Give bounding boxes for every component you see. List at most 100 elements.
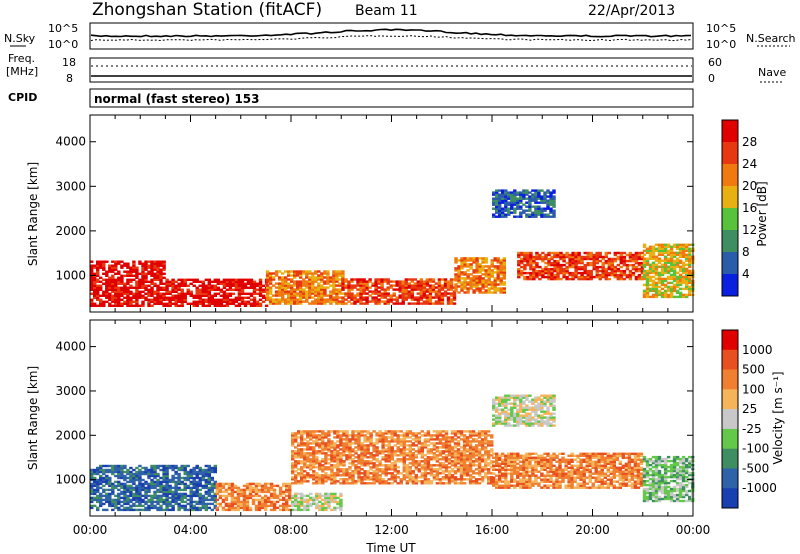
heatmap-cell bbox=[519, 193, 523, 196]
heatmap-cell bbox=[384, 444, 388, 447]
heatmap-cell bbox=[138, 508, 142, 512]
heatmap-cell bbox=[183, 278, 187, 282]
heatmap-cell bbox=[96, 268, 100, 271]
heatmap-cell bbox=[378, 460, 382, 463]
heatmap-cell bbox=[450, 468, 455, 471]
heatmap-cell bbox=[540, 213, 544, 216]
heatmap-cell bbox=[96, 496, 100, 500]
heatmap-cell bbox=[550, 257, 554, 261]
heatmap-cell bbox=[90, 492, 94, 496]
heatmap-cell bbox=[525, 197, 529, 200]
heatmap-cell bbox=[242, 492, 247, 496]
heatmap-cell bbox=[372, 446, 376, 449]
heatmap-cell bbox=[171, 476, 175, 480]
heatmap-cell bbox=[444, 440, 449, 443]
heatmap-cell bbox=[478, 275, 482, 278]
heatmap-cell bbox=[669, 267, 674, 271]
heatmap-cell bbox=[351, 464, 355, 467]
heatmap-cell bbox=[237, 296, 242, 300]
heatmap-cell bbox=[595, 261, 599, 265]
heatmap-cell bbox=[324, 446, 328, 449]
heatmap-cell bbox=[258, 302, 263, 306]
heatmap-cell bbox=[381, 464, 385, 467]
heatmap-cell bbox=[248, 508, 253, 512]
heatmap-cell bbox=[559, 257, 563, 261]
heatmap-cell bbox=[463, 283, 467, 286]
heatmap-cell bbox=[291, 500, 295, 504]
heatmap-cell bbox=[688, 249, 692, 253]
heatmap-cell bbox=[359, 288, 363, 291]
heatmap-cell bbox=[177, 494, 181, 498]
heatmap-cell bbox=[645, 263, 650, 267]
heatmap-cell bbox=[129, 292, 133, 296]
heatmap-cell bbox=[678, 253, 683, 257]
heatmap-cell bbox=[297, 482, 301, 485]
heatmap-cell bbox=[392, 302, 396, 305]
heatmap-cell bbox=[342, 444, 346, 447]
heatmap-cell bbox=[501, 193, 505, 196]
heatmap-cell bbox=[460, 259, 464, 262]
heatmap-cell bbox=[396, 458, 400, 461]
heatmap-cell bbox=[281, 280, 285, 283]
heatmap-cell bbox=[213, 500, 218, 504]
heatmap-cell bbox=[102, 272, 106, 276]
heatmap-cell bbox=[141, 486, 145, 490]
heatmap-cell bbox=[198, 280, 202, 284]
heatmap-cell bbox=[117, 470, 121, 474]
heatmap-cell bbox=[449, 302, 454, 305]
heatmap-cell bbox=[354, 434, 358, 437]
heatmap-cell bbox=[472, 291, 476, 294]
heatmap-cell bbox=[153, 276, 157, 280]
heatmap-cell bbox=[592, 267, 596, 271]
heatmap-cell bbox=[138, 478, 142, 482]
heatmap-cell bbox=[547, 269, 551, 273]
heatmap-cell bbox=[162, 294, 166, 298]
heatmap-cell bbox=[369, 466, 373, 469]
heatmap-cell bbox=[562, 275, 566, 279]
heatmap-cell bbox=[441, 466, 446, 469]
heatmap-cell bbox=[291, 466, 295, 469]
heatmap-cell bbox=[96, 280, 100, 284]
heatmap-cell bbox=[129, 266, 133, 269]
heatmap-cell bbox=[324, 456, 328, 459]
heatmap-cell bbox=[598, 251, 602, 255]
heatmap-cell bbox=[640, 261, 645, 265]
heatmap-cell bbox=[493, 287, 497, 290]
heatmap-cell bbox=[285, 500, 289, 504]
heatmap-cell bbox=[490, 275, 494, 278]
heatmap-cell bbox=[685, 287, 689, 291]
heatmap-cell bbox=[372, 466, 376, 469]
heatmap-cell bbox=[165, 486, 169, 490]
heatmap-cell bbox=[195, 494, 199, 498]
heatmap-cell bbox=[317, 284, 321, 287]
heatmap-cell bbox=[294, 470, 298, 473]
heatmap-cell bbox=[654, 285, 659, 289]
heatmap-cell bbox=[302, 280, 306, 283]
heatmap-cell bbox=[351, 448, 355, 451]
heatmap-cell bbox=[681, 277, 686, 281]
heatmap-cell bbox=[147, 484, 151, 488]
heatmap-cell bbox=[291, 432, 295, 435]
heatmap-cell bbox=[431, 280, 436, 283]
heatmap-cell bbox=[463, 265, 467, 268]
heatmap-cell bbox=[207, 468, 212, 472]
heatmap-cell bbox=[332, 278, 336, 281]
heatmap-cell bbox=[651, 293, 656, 297]
heatmap-cell bbox=[108, 468, 112, 472]
heatmap-cell bbox=[204, 504, 209, 508]
heatmap-cell bbox=[153, 500, 157, 504]
heatmap-cell bbox=[472, 271, 476, 274]
heatmap-cell bbox=[520, 257, 524, 261]
heatmap-cell bbox=[162, 488, 166, 492]
heatmap-cell bbox=[351, 472, 355, 475]
heatmap-cell bbox=[108, 502, 112, 506]
heatmap-cell bbox=[559, 269, 563, 273]
heatmap-cell bbox=[312, 476, 316, 479]
heatmap-cell bbox=[183, 506, 187, 510]
heatmap-cell bbox=[392, 292, 396, 295]
heatmap-cell bbox=[538, 265, 542, 269]
heatmap-cell bbox=[444, 470, 449, 473]
heatmap-cell bbox=[144, 288, 148, 292]
heatmap-cell bbox=[487, 279, 491, 282]
heatmap-cell bbox=[339, 506, 343, 510]
